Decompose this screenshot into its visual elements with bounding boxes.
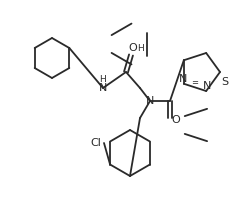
Text: N: N	[99, 83, 107, 93]
Text: Cl: Cl	[91, 138, 101, 148]
Text: S: S	[221, 77, 229, 87]
Text: N: N	[179, 74, 187, 84]
Text: H: H	[137, 44, 143, 52]
Text: H: H	[100, 74, 106, 84]
Text: O: O	[172, 115, 180, 125]
Text: N: N	[146, 96, 154, 106]
Text: =: =	[191, 78, 199, 87]
Text: O: O	[129, 43, 137, 53]
Text: N: N	[203, 81, 211, 91]
